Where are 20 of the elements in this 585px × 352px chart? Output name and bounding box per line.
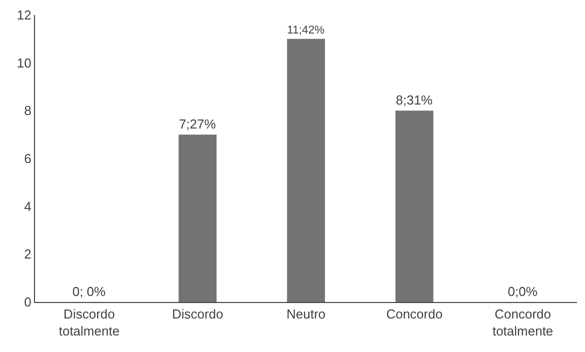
data-label: 0; 0% (72, 284, 106, 299)
y-tick-label: 6 (24, 151, 32, 166)
y-tick-label: 10 (16, 55, 32, 70)
x-tick-label: Neutro (286, 306, 326, 322)
x-tick-label: Discordo totalmente (58, 306, 120, 338)
data-label: 8;31% (396, 92, 434, 108)
y-tick-label: 0 (24, 294, 32, 310)
bar (395, 110, 434, 302)
bar (178, 134, 217, 302)
y-tick-label: 2 (24, 246, 32, 262)
x-tick-label: Concordo totalmente (492, 306, 554, 338)
data-label: 0;0% (508, 284, 538, 299)
y-tick-label: 12 (16, 8, 32, 23)
y-tick-label: 4 (24, 198, 32, 214)
data-label: 7;27% (178, 116, 216, 132)
y-tick-label: 8 (24, 103, 32, 118)
x-tick-label: Concordo (386, 306, 443, 322)
x-tick-label: Discordo (172, 306, 224, 322)
bar (287, 38, 325, 302)
data-label: 11;42% (287, 24, 325, 36)
